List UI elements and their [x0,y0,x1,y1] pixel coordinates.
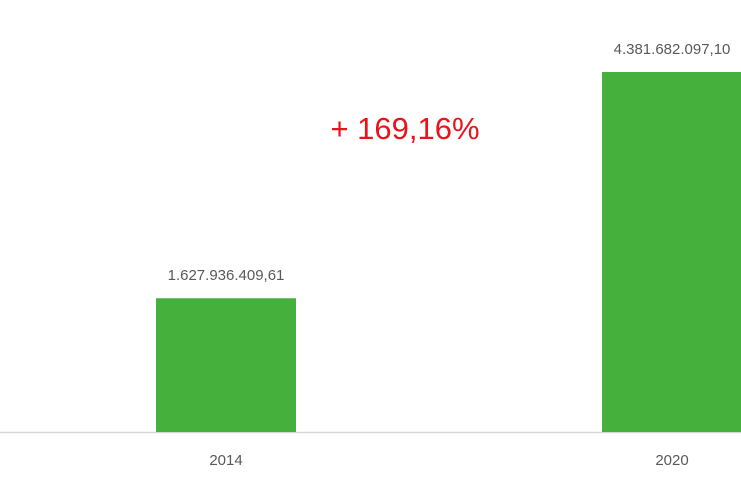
bar [156,298,296,432]
value-label: 1.627.936.409,61 [168,267,285,284]
x-tick-label: 2014 [209,452,242,469]
x-tick-label: 2020 [655,452,688,469]
value-label: 4.381.682.097,10 [614,41,731,58]
bar [602,72,741,432]
annotation: + 169,16% [330,111,479,146]
